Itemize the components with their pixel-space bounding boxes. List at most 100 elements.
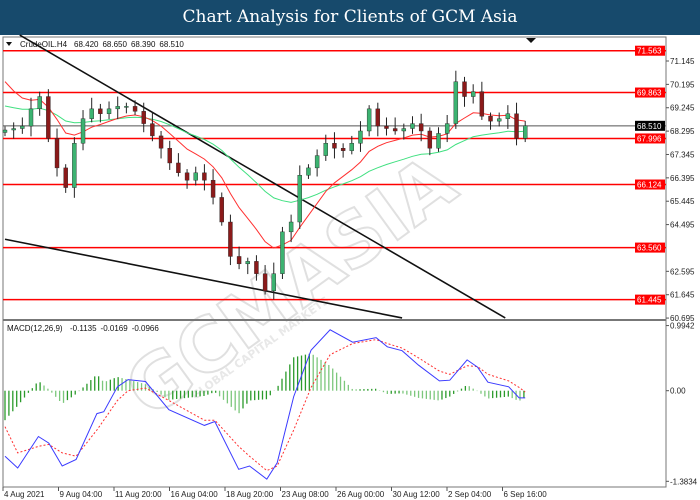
bullish-candle (297, 175, 302, 223)
ohlc-header: 68.420 68.650 68.390 68.510 (74, 40, 184, 49)
bearish-candle (254, 261, 259, 274)
macd-signal-line (4, 339, 526, 472)
bullish-candle (280, 231, 285, 274)
bearish-candle (132, 106, 138, 112)
bearish-candle (392, 128, 398, 132)
bullish-candle (72, 143, 77, 188)
macd-main-line (4, 329, 526, 480)
bullish-candle (453, 81, 459, 124)
symbol-header: CrudeOIL.H4 (20, 40, 68, 49)
bearish-candle (488, 116, 493, 122)
bearish-candle (332, 143, 337, 149)
time-tick-label: 6 Sep 16:00 (504, 490, 548, 499)
price-tick-label: 60.695 (670, 314, 695, 323)
bearish-candle (46, 96, 51, 139)
time-tick-label: 30 Aug 12:00 (393, 490, 441, 499)
bullish-candle (106, 108, 112, 114)
bearish-candle (384, 125, 389, 129)
page-title: Chart Analysis for Clients of GCM Asia (0, 0, 700, 35)
bullish-candle (11, 128, 16, 131)
level-label-bg (635, 133, 665, 144)
ohlc-value: 68.390 (131, 40, 156, 49)
price-tick-label: 68.295 (670, 127, 695, 136)
bearish-candle (236, 256, 242, 265)
macd-value: -0.0966 (132, 324, 160, 333)
price-tick-label: 69.245 (670, 104, 695, 113)
level-label-bg (635, 294, 665, 305)
bearish-candle (219, 197, 224, 223)
bullish-candle (401, 128, 407, 132)
bullish-candle (436, 133, 441, 149)
bearish-candle (418, 123, 424, 132)
bullish-candle (193, 172, 198, 181)
bearish-candle (158, 135, 164, 149)
bearish-candle (262, 273, 268, 292)
level-label: 61.445 (637, 296, 662, 305)
chart-frame (2, 36, 667, 488)
level-label: 63.560 (637, 244, 662, 253)
bullish-candle (124, 106, 129, 108)
level-label: 69.863 (637, 89, 662, 98)
level-label: 67.996 (637, 134, 662, 143)
ohlc-value: 68.650 (102, 40, 127, 49)
time-tick-label: 9 Aug 04:00 (60, 490, 103, 499)
bullish-candle (505, 113, 511, 119)
price-tick-label: 65.445 (670, 197, 695, 206)
bullish-candle (20, 125, 25, 129)
bullish-candle (523, 125, 528, 139)
level-label-bg (635, 242, 665, 253)
watermark-logo: GCMASIA GLOBAL CAPITAL MARKETS (109, 138, 472, 435)
bearish-candle (141, 111, 146, 124)
current-price-label: 68.510 (637, 122, 662, 131)
bearish-candle (54, 138, 60, 169)
bullish-candle (366, 108, 372, 132)
bearish-candle (210, 179, 216, 198)
bearish-candle (375, 108, 381, 127)
bearish-candle (514, 113, 519, 139)
bearish-candle (167, 148, 172, 164)
bullish-candle (410, 123, 415, 129)
level-label-bg (635, 45, 665, 56)
macd-value: -0.1135 (70, 324, 97, 333)
bearish-candle (427, 130, 433, 149)
time-tick-label: 26 Aug 00:00 (337, 490, 385, 499)
time-tick-label: 16 Aug 04:00 (171, 490, 219, 499)
bearish-candle (184, 172, 190, 181)
level-label: 71.563 (637, 47, 662, 56)
bullish-candle (288, 221, 294, 233)
price-tick-label: 62.595 (670, 267, 695, 276)
price-tick-label: 64.495 (670, 221, 695, 230)
bearish-candle (228, 221, 233, 257)
bullish-candle (271, 273, 276, 292)
price-tick-label: 61.645 (670, 291, 695, 300)
bearish-candle (462, 81, 467, 97)
bullish-candle (28, 108, 34, 127)
bullish-candle (314, 155, 320, 169)
level-label: 66.124 (637, 181, 662, 190)
trendline (4, 238, 403, 319)
current-price-bg (635, 120, 665, 131)
bullish-candle (245, 261, 250, 265)
ohlc-value: 68.510 (159, 40, 184, 49)
ohlc-value: 68.420 (74, 40, 99, 49)
bullish-candle (323, 143, 328, 156)
time-tick-label: 23 Aug 08:00 (282, 490, 330, 499)
time-tick-label: 4 Aug 2021 (4, 490, 45, 499)
chart-shift-marker-icon[interactable] (526, 38, 536, 43)
macd-header: MACD(12,26,9) (7, 324, 63, 333)
bearish-candle (63, 167, 68, 188)
bullish-candle (80, 118, 86, 144)
bullish-candle (358, 130, 363, 144)
bullish-candle (306, 167, 311, 176)
dropdown-arrow-icon[interactable] (6, 42, 12, 46)
macd-tick-label: 0.9942 (670, 322, 695, 331)
bullish-candle (444, 123, 450, 134)
time-tick-label: 11 Aug 20:00 (115, 490, 162, 499)
level-label-bg (635, 87, 665, 98)
macd-tick-label: -1.3834 (670, 477, 698, 486)
time-tick-label: 18 Aug 20:00 (226, 490, 274, 499)
bullish-candle (2, 129, 8, 133)
price-tick-label: 66.395 (670, 174, 695, 183)
macd-tick-label: 0.00 (670, 387, 686, 396)
